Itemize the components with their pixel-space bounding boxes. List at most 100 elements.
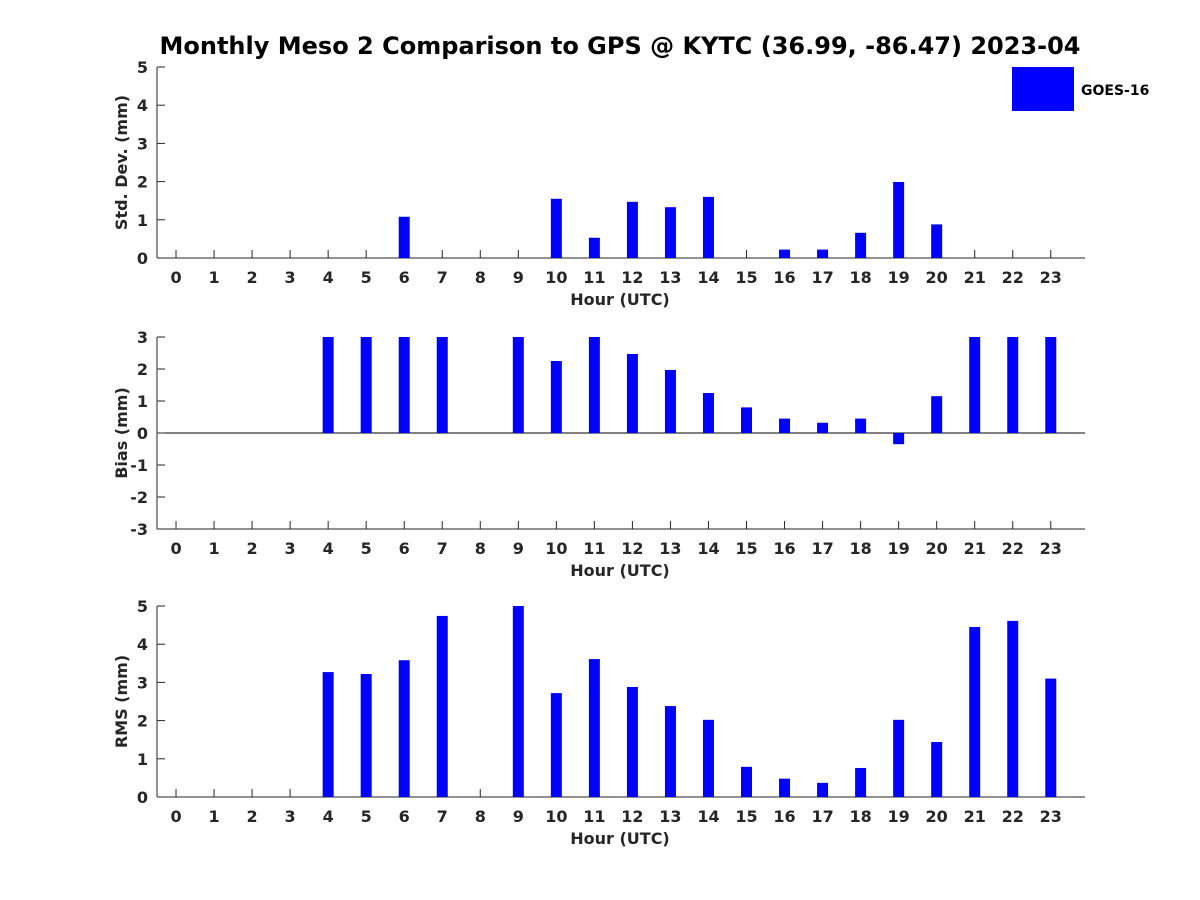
bar-hour-20: [931, 224, 943, 258]
x-tick-label: 6: [399, 539, 410, 558]
x-tick-label: 6: [399, 268, 410, 287]
bar-hour-23: [1045, 337, 1057, 433]
x-tick-label: 0: [170, 807, 181, 826]
x-tick-label: 19: [888, 807, 910, 826]
x-tick-label: 11: [583, 268, 605, 287]
x-tick-label: 17: [811, 539, 833, 558]
x-tick-label: 13: [659, 539, 681, 558]
x-tick-label: 8: [475, 539, 486, 558]
x-tick-label: 2: [247, 539, 258, 558]
bar-hour-13: [664, 706, 676, 797]
bar-hour-16: [779, 249, 791, 258]
x-tick-label: 23: [1040, 268, 1062, 287]
legend: GOES-16: [1012, 67, 1149, 111]
x-tick-label: 1: [208, 807, 219, 826]
x-tick-label: 8: [475, 268, 486, 287]
bar-hour-18: [855, 232, 867, 258]
x-tick-label: 5: [361, 539, 372, 558]
x-tick-label: 16: [773, 539, 795, 558]
x-tick-label: 3: [285, 807, 296, 826]
bar-hour-6: [398, 660, 410, 797]
x-tick-label: 22: [1002, 268, 1024, 287]
y-tick-label: 0: [137, 788, 148, 807]
bar-hour-13: [664, 207, 676, 258]
bar-hour-15: [741, 766, 753, 797]
x-tick-label: 16: [773, 268, 795, 287]
x-tick-label: 7: [437, 268, 448, 287]
x-tick-label: 17: [811, 268, 833, 287]
bar-hour-16: [779, 418, 791, 433]
x-tick-label: 8: [475, 807, 486, 826]
bar-hour-9: [512, 337, 524, 433]
x-tick-label: 23: [1040, 807, 1062, 826]
y-tick-label: 2: [137, 360, 148, 379]
x-tick-label: 19: [888, 539, 910, 558]
bar-hour-4: [322, 337, 334, 433]
bar-hour-5: [360, 337, 372, 433]
legend-label: GOES-16: [1081, 83, 1149, 99]
x-tick-label: 16: [773, 807, 795, 826]
bar-hour-10: [550, 198, 562, 258]
x-tick-label: 11: [583, 807, 605, 826]
y-axis-label: RMS (mm): [112, 655, 131, 748]
x-tick-label: 12: [621, 539, 643, 558]
x-tick-label: 4: [323, 268, 334, 287]
bar-hour-17: [817, 249, 829, 258]
x-tick-label: 13: [659, 807, 681, 826]
y-tick-label: 5: [137, 58, 148, 77]
bar-hour-10: [550, 693, 562, 797]
bar-hour-9: [512, 606, 524, 797]
y-tick-label: 1: [137, 392, 148, 411]
bar-hour-12: [626, 201, 638, 258]
x-tick-label: 3: [285, 539, 296, 558]
y-tick-label: 3: [137, 673, 148, 692]
bar-hour-10: [550, 361, 562, 433]
bar-hour-7: [436, 615, 448, 797]
bar-hour-23: [1045, 678, 1057, 797]
bar-hour-18: [855, 418, 867, 433]
bar-hour-20: [931, 741, 943, 797]
y-tick-label: 1: [137, 750, 148, 769]
legend-swatch: [1012, 67, 1074, 111]
x-tick-label: 14: [697, 268, 719, 287]
bar-hour-19: [893, 719, 905, 797]
x-tick-label: 14: [697, 539, 719, 558]
bar-hour-18: [855, 767, 867, 797]
bar-hour-14: [702, 719, 714, 797]
x-tick-label: 21: [964, 539, 986, 558]
bar-hour-4: [322, 672, 334, 797]
bar-hour-17: [817, 422, 829, 433]
x-tick-label: 7: [437, 539, 448, 558]
x-tick-label: 2: [247, 807, 258, 826]
x-tick-label: 13: [659, 268, 681, 287]
x-tick-label: 12: [621, 807, 643, 826]
x-tick-label: 0: [170, 268, 181, 287]
x-tick-label: 18: [849, 807, 871, 826]
y-tick-label: -1: [130, 456, 148, 475]
bar-hour-11: [588, 659, 600, 797]
x-axis-label: Hour (UTC): [570, 561, 670, 580]
x-tick-label: 3: [285, 268, 296, 287]
y-axis-label: Std. Dev. (mm): [112, 95, 131, 230]
figure-title: Monthly Meso 2 Comparison to GPS @ KYTC …: [160, 32, 1081, 60]
bar-hour-12: [626, 353, 638, 433]
x-tick-label: 18: [849, 539, 871, 558]
x-tick-label: 9: [513, 268, 524, 287]
y-tick-label: 3: [137, 134, 148, 153]
bar-hour-14: [702, 393, 714, 433]
bar-hour-19: [893, 181, 905, 258]
x-tick-label: 10: [545, 268, 567, 287]
bar-hour-21: [969, 627, 981, 797]
bar-hour-5: [360, 673, 372, 797]
x-tick-label: 20: [926, 807, 948, 826]
x-tick-label: 20: [926, 539, 948, 558]
x-tick-label: 14: [697, 807, 719, 826]
x-tick-label: 0: [170, 539, 181, 558]
x-tick-label: 19: [888, 268, 910, 287]
x-tick-label: 20: [926, 268, 948, 287]
bar-hour-14: [702, 196, 714, 258]
bar-hour-22: [1007, 337, 1019, 433]
